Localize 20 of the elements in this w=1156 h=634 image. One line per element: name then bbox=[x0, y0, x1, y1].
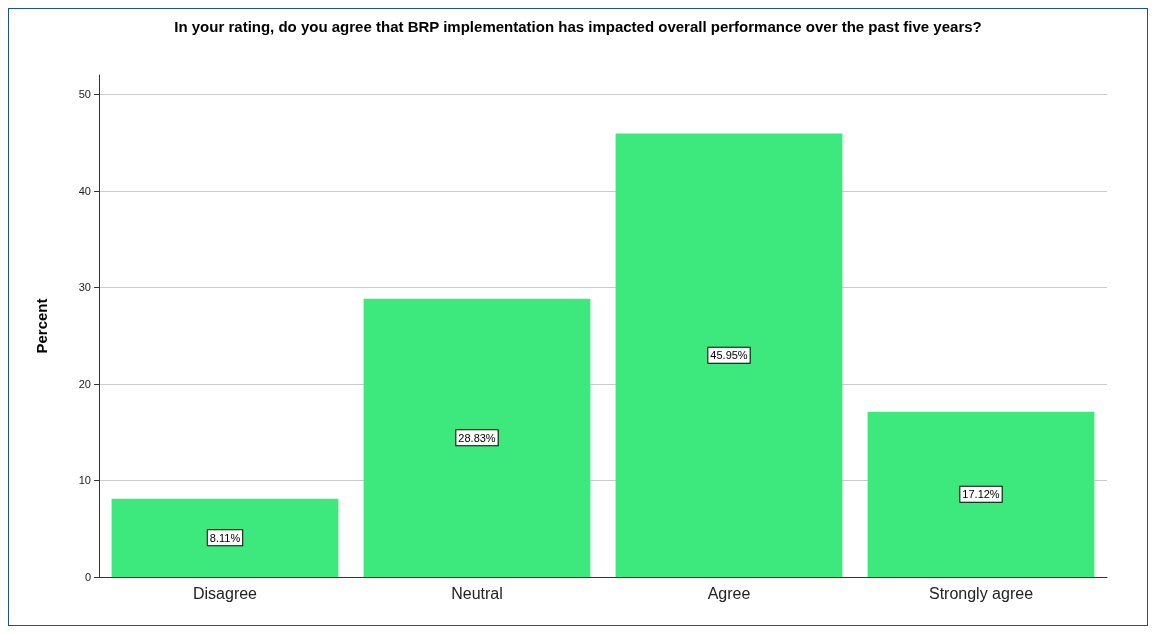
y-tick-label: 0 bbox=[84, 571, 91, 583]
chart-title: In your rating, do you agree that BRP implementation has impacted overall performance over the past five years? bbox=[174, 17, 982, 35]
bar bbox=[363, 298, 591, 577]
x-tick-label: Disagree bbox=[192, 584, 258, 602]
bar bbox=[111, 498, 339, 577]
y-tick-label: 20 bbox=[78, 377, 91, 390]
y-tick-label: 40 bbox=[78, 184, 91, 197]
x-tick-label: Strongly agree bbox=[928, 584, 1034, 602]
data-label: 17.12% bbox=[962, 488, 1000, 501]
y-axis-title: Percent bbox=[33, 298, 50, 354]
y-tick-label: 10 bbox=[78, 474, 91, 487]
bar bbox=[867, 411, 1095, 577]
x-tick-label: Agree bbox=[707, 584, 751, 602]
bar bbox=[615, 133, 843, 577]
data-label: 8.11% bbox=[209, 531, 241, 544]
data-label: 28.83% bbox=[458, 431, 496, 444]
y-tick-label: 50 bbox=[78, 88, 91, 101]
x-tick-label: Neutral bbox=[451, 584, 503, 602]
data-label: 45.95% bbox=[710, 349, 748, 362]
y-tick-label: 30 bbox=[78, 281, 91, 294]
